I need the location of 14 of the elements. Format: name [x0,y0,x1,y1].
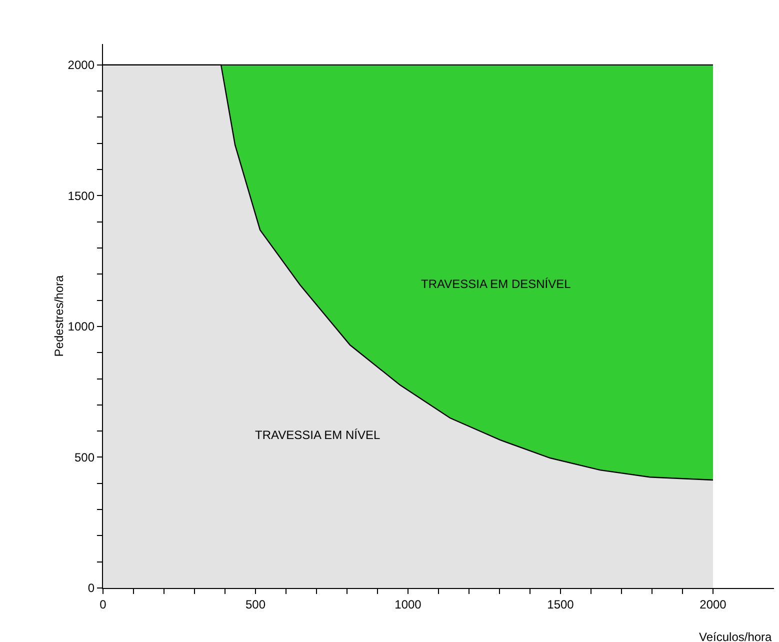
y-axis-title: Pedestres/hora [52,274,66,357]
x-tick-label: 500 [245,598,266,612]
y-tick-label: 2000 [68,58,95,72]
x-tick-label: 2000 [700,598,727,612]
x-tick-label: 1000 [394,598,422,612]
x-axis-title: Veículos/hora [699,630,772,642]
x-tick-label: 0 [100,598,107,612]
series-label: TRAVESSIA EM NÍVEL [255,428,380,442]
x-tick-label: 1500 [547,598,574,612]
y-tick-label: 500 [74,450,95,464]
series-label: TRAVESSIA EM DESNÍVEL [421,277,572,291]
y-tick-label: 0 [88,581,95,596]
y-tick-label: 1500 [68,188,95,203]
y-tick-label: 1000 [68,320,95,334]
